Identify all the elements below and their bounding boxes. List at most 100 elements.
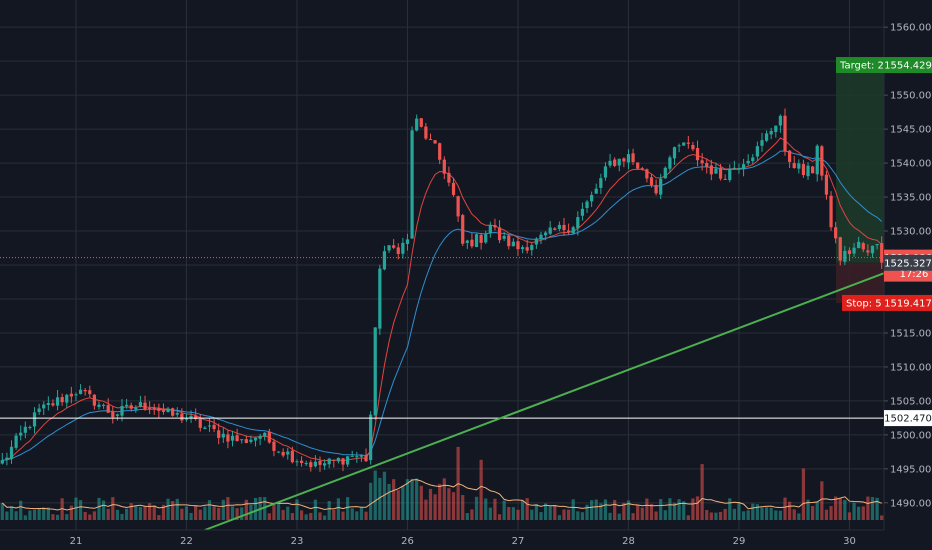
volume-bar <box>488 507 492 520</box>
candle-body <box>240 439 244 441</box>
volume-bar <box>267 513 271 520</box>
candle-body <box>396 247 400 254</box>
candle-body <box>502 235 506 239</box>
drawing-overlays <box>0 253 932 531</box>
volume-bar <box>28 510 32 520</box>
volume-bar <box>530 509 534 520</box>
volume-bar <box>46 507 50 520</box>
volume-bar <box>235 508 239 520</box>
candle-body <box>603 166 608 178</box>
volume-bar <box>152 505 156 520</box>
candle-body <box>106 405 110 413</box>
volume-bar <box>184 506 189 520</box>
volume-bar <box>539 512 543 520</box>
volume-bar <box>419 485 423 520</box>
support-price-badge: 1502.470 <box>884 414 932 425</box>
volume-bar <box>42 507 46 520</box>
entry-price-badge: 1525.327 <box>884 258 932 269</box>
volume-bar <box>373 470 377 520</box>
volume-bar <box>824 509 829 520</box>
candle-body <box>663 167 667 179</box>
price-tick-label: 1545.000 <box>890 125 932 136</box>
grid-lines <box>0 0 884 530</box>
target-zone <box>836 65 884 263</box>
candle-body <box>861 243 865 250</box>
candle-body <box>9 446 14 459</box>
candle-body <box>157 407 161 411</box>
candle-body <box>217 430 221 438</box>
volume-bar <box>580 512 585 520</box>
candle-body <box>525 247 529 251</box>
candle-body <box>433 140 437 144</box>
volume-bar <box>760 507 764 520</box>
volume-bar <box>880 515 884 520</box>
volume-bar <box>125 508 129 520</box>
candle-body <box>672 147 677 159</box>
candle-body <box>580 208 585 216</box>
candle-body <box>322 463 327 466</box>
candle-body <box>755 146 759 157</box>
candle-body <box>774 125 778 133</box>
volume-bar <box>97 497 101 520</box>
volume-bar <box>778 510 783 520</box>
volume-bar <box>318 512 322 520</box>
volume-bar <box>74 497 78 520</box>
volume-bar <box>820 481 824 520</box>
stop-price-badge: 1519.417 <box>884 298 932 309</box>
volume-bar <box>37 508 41 520</box>
candle-body <box>534 238 538 245</box>
candle-body <box>0 460 4 464</box>
volume-bar <box>276 501 281 520</box>
volume-bar <box>322 515 327 520</box>
candle-body <box>378 268 382 329</box>
candle-body <box>55 397 60 406</box>
volume-bar <box>493 498 497 520</box>
candle-body <box>746 160 750 164</box>
volume-bar <box>401 485 405 520</box>
volume-bar <box>746 510 750 520</box>
candle-body <box>866 250 870 253</box>
volume-bar <box>543 503 548 520</box>
volume-bar <box>286 506 290 520</box>
volume-bar <box>663 510 667 520</box>
candle-body <box>263 432 267 437</box>
entry-price-badge-bg <box>884 254 932 271</box>
candle-body <box>65 394 69 403</box>
volume-bar <box>51 514 55 520</box>
candle-body <box>824 174 829 195</box>
time-scale-panel[interactable] <box>0 530 932 550</box>
candle-body <box>42 404 46 409</box>
target-price-badge: 1554.429 <box>884 61 932 72</box>
price-tick-label: 1495.000 <box>890 464 932 475</box>
candle-body <box>608 160 612 166</box>
volume-bar <box>732 508 736 520</box>
volume-bar <box>143 506 147 520</box>
volume-bar <box>313 499 317 520</box>
candle-body <box>626 154 631 163</box>
volume-bar <box>829 506 833 520</box>
volume-bar <box>470 509 474 520</box>
candle-body <box>189 415 193 419</box>
price-tick-label: 1535.000 <box>890 193 932 204</box>
volume-bar <box>92 511 96 520</box>
volume-bar <box>55 514 60 520</box>
volume-bar <box>244 499 248 520</box>
volume-bar <box>428 488 433 520</box>
target-label-bg <box>836 57 884 74</box>
volume-bar <box>111 497 115 520</box>
volume-bar <box>175 498 179 520</box>
candle-body <box>806 165 810 177</box>
candle-body <box>249 439 253 442</box>
candle-body <box>649 177 654 185</box>
candle-body <box>286 451 290 455</box>
candle-body <box>875 244 879 246</box>
candle-body <box>226 434 230 442</box>
price-tick-label: 1540.000 <box>890 159 932 170</box>
candle-body <box>83 390 87 392</box>
candle-body <box>97 404 101 407</box>
volume-bar <box>424 499 428 520</box>
volume-bar <box>226 497 230 520</box>
